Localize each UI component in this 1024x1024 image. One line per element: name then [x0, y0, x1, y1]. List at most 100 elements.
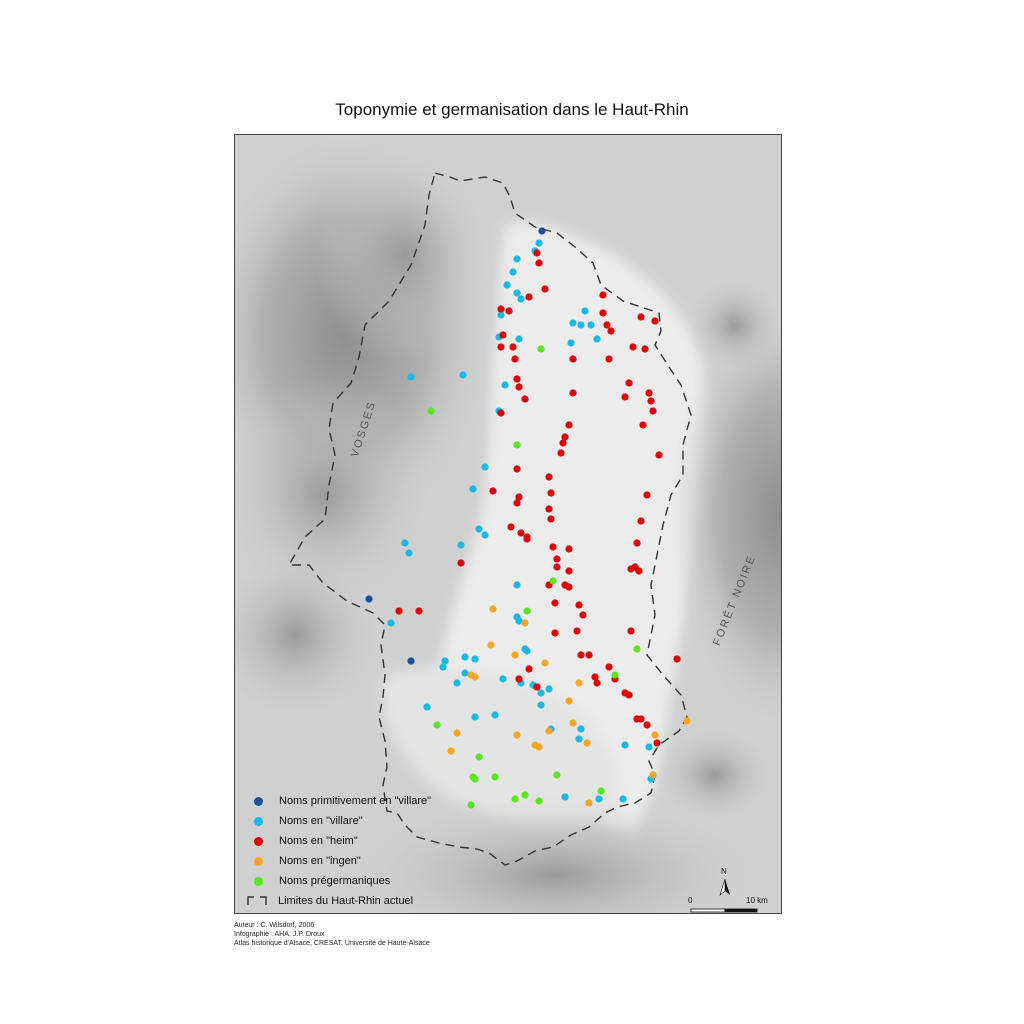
marker-heim[interactable] [653, 739, 661, 747]
marker-villare[interactable] [561, 793, 569, 801]
marker-pregermanic[interactable] [513, 441, 521, 449]
marker-pregermanic[interactable] [433, 721, 441, 729]
marker-ingen[interactable] [447, 747, 455, 755]
marker-villare[interactable] [439, 663, 447, 671]
marker-villare[interactable] [593, 335, 601, 343]
marker-pregermanic[interactable] [467, 801, 475, 809]
marker-ingen[interactable] [541, 659, 549, 667]
marker-heim[interactable] [533, 683, 541, 691]
marker-villare-primitive[interactable] [407, 657, 415, 665]
marker-heim[interactable] [591, 673, 599, 681]
marker-villare[interactable] [587, 321, 595, 329]
marker-villare[interactable] [501, 381, 509, 389]
marker-heim[interactable] [605, 663, 613, 671]
marker-heim[interactable] [629, 343, 637, 351]
marker-heim[interactable] [627, 627, 635, 635]
marker-heim[interactable] [505, 307, 513, 315]
marker-villare[interactable] [503, 281, 511, 289]
marker-heim[interactable] [643, 721, 651, 729]
marker-ingen[interactable] [649, 771, 657, 779]
map-frame[interactable]: VOSGES FORÊT NOIRE N [234, 134, 782, 914]
marker-villare[interactable] [535, 239, 543, 247]
marker-heim[interactable] [551, 629, 559, 637]
marker-heim[interactable] [541, 285, 549, 293]
marker-pregermanic[interactable] [521, 791, 529, 799]
marker-heim[interactable] [525, 665, 533, 673]
marker-villare[interactable] [469, 485, 477, 493]
marker-villare[interactable] [497, 311, 505, 319]
marker-heim[interactable] [509, 343, 517, 351]
marker-heim[interactable] [561, 433, 569, 441]
marker-heim[interactable] [507, 523, 515, 531]
marker-villare[interactable] [387, 619, 395, 627]
marker-heim[interactable] [513, 375, 521, 383]
marker-heim[interactable] [517, 529, 525, 537]
marker-heim[interactable] [395, 607, 403, 615]
marker-heim[interactable] [649, 407, 657, 415]
marker-villare[interactable] [523, 647, 531, 655]
marker-villare[interactable] [457, 541, 465, 549]
map-canvas[interactable] [235, 135, 782, 914]
marker-villare[interactable] [567, 339, 575, 347]
marker-heim[interactable] [515, 493, 523, 501]
marker-villare[interactable] [401, 539, 409, 547]
marker-heim[interactable] [533, 249, 541, 257]
marker-pregermanic[interactable] [427, 407, 435, 415]
marker-heim[interactable] [603, 321, 611, 329]
marker-pregermanic[interactable] [511, 795, 519, 803]
marker-ingen[interactable] [535, 743, 543, 751]
marker-villare[interactable] [459, 371, 467, 379]
marker-heim[interactable] [599, 291, 607, 299]
marker-heim[interactable] [639, 421, 647, 429]
marker-heim[interactable] [637, 313, 645, 321]
marker-villare[interactable] [453, 679, 461, 687]
marker-heim[interactable] [625, 379, 633, 387]
marker-villare[interactable] [517, 295, 525, 303]
marker-heim[interactable] [585, 651, 593, 659]
marker-villare[interactable] [575, 735, 583, 743]
marker-heim[interactable] [547, 515, 555, 523]
marker-heim[interactable] [605, 355, 613, 363]
marker-pregermanic[interactable] [597, 787, 605, 795]
marker-ingen[interactable] [513, 731, 521, 739]
marker-heim[interactable] [513, 465, 521, 473]
marker-ingen[interactable] [651, 731, 659, 739]
marker-ingen[interactable] [453, 729, 461, 737]
marker-heim[interactable] [573, 627, 581, 635]
marker-heim[interactable] [627, 565, 635, 573]
marker-heim[interactable] [625, 691, 633, 699]
marker-heim[interactable] [647, 397, 655, 405]
marker-ingen[interactable] [569, 719, 577, 727]
marker-villare[interactable] [513, 581, 521, 589]
marker-villare[interactable] [577, 725, 585, 733]
marker-heim[interactable] [553, 555, 561, 563]
marker-ingen[interactable] [575, 679, 583, 687]
marker-ingen[interactable] [521, 619, 529, 627]
marker-villare[interactable] [537, 701, 545, 709]
marker-heim[interactable] [645, 389, 653, 397]
marker-ingen[interactable] [583, 739, 591, 747]
marker-villare[interactable] [407, 373, 415, 381]
marker-heim[interactable] [553, 563, 561, 571]
marker-heim[interactable] [457, 559, 465, 567]
marker-heim[interactable] [515, 383, 523, 391]
marker-pregermanic[interactable] [549, 577, 557, 585]
marker-ingen[interactable] [487, 641, 495, 649]
marker-heim[interactable] [497, 343, 505, 351]
marker-ingen[interactable] [585, 799, 593, 807]
marker-heim[interactable] [569, 355, 577, 363]
marker-villare[interactable] [513, 255, 521, 263]
marker-villare[interactable] [569, 319, 577, 327]
marker-heim[interactable] [575, 601, 583, 609]
marker-heim[interactable] [547, 489, 555, 497]
marker-heim[interactable] [633, 539, 641, 547]
marker-villare[interactable] [499, 675, 507, 683]
marker-villare[interactable] [513, 289, 521, 297]
marker-villare[interactable] [491, 711, 499, 719]
marker-heim[interactable] [549, 543, 557, 551]
marker-heim[interactable] [565, 567, 573, 575]
marker-ingen[interactable] [489, 605, 497, 613]
marker-heim[interactable] [655, 451, 663, 459]
marker-heim[interactable] [523, 535, 531, 543]
marker-villare[interactable] [475, 525, 483, 533]
